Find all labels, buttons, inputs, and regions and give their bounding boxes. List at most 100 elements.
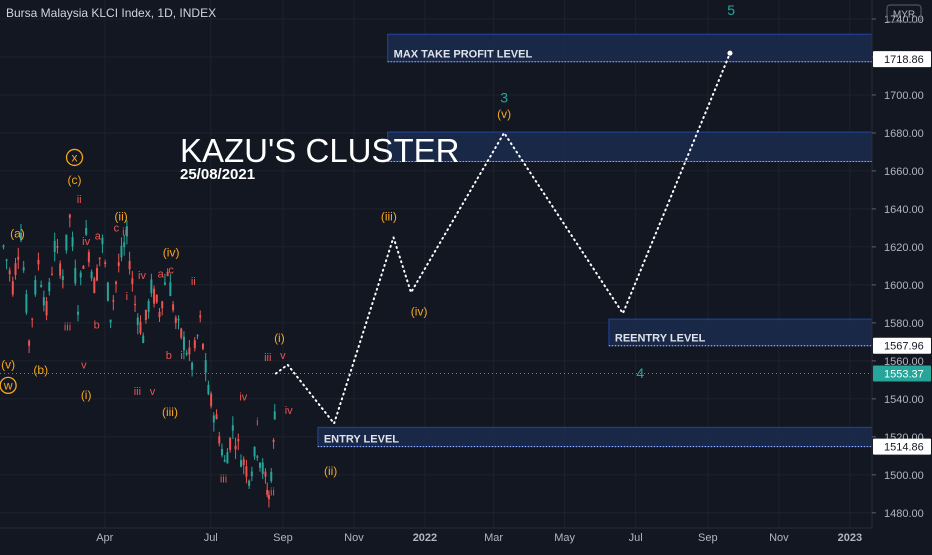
time-tick-label: Sep — [698, 532, 718, 544]
candle-body — [207, 384, 210, 395]
price-tick-label: 1540.00 — [884, 394, 924, 406]
time-axis[interactable]: Apr Jul Sep Nov 2022 Mar May Jul Sep Nov 2023 — [0, 527, 932, 550]
wave-label: x — [72, 150, 78, 164]
price-label-text: 1514.86 — [884, 442, 924, 454]
candle-body — [261, 462, 264, 475]
candle-body — [53, 240, 56, 253]
time-tick-label: Jul — [204, 532, 218, 544]
candle-body — [40, 284, 43, 287]
price-tick-label: 1680.00 — [884, 128, 924, 140]
wave-label: iv — [138, 270, 146, 282]
candle-body — [14, 263, 17, 275]
wave-label-circle — [65, 148, 84, 167]
candle-body — [2, 245, 5, 248]
candle-body — [201, 343, 204, 349]
currency-badge-frame[interactable] — [886, 4, 922, 23]
candle-body — [272, 439, 275, 442]
projection-end-dot — [727, 50, 733, 56]
candle-body — [28, 340, 31, 346]
candle-body — [188, 347, 191, 355]
wave-label: i — [62, 280, 64, 292]
candle-body — [273, 411, 276, 420]
candle-body — [31, 318, 34, 320]
price-axis[interactable]: 1480.001500.001520.001540.001560.001580.… — [871, 0, 932, 550]
candle-body — [112, 300, 115, 302]
time-tick-label: Mar — [484, 532, 503, 544]
wave-label: (i) — [81, 388, 92, 402]
price-label-text: 1553.37 — [884, 368, 924, 380]
wave-label: (i) — [274, 331, 285, 345]
candle-body — [11, 281, 14, 295]
candle-body — [34, 279, 37, 295]
candle-body — [96, 268, 99, 281]
wave-label: (c) — [68, 173, 82, 187]
wave-label: i — [256, 416, 258, 428]
zone-box[interactable] — [387, 131, 873, 162]
candle-body — [218, 436, 221, 444]
projection-path[interactable] — [274, 50, 733, 426]
candle-body — [147, 300, 150, 312]
candle-body — [182, 336, 185, 351]
price-tick-label: 1580.00 — [884, 318, 924, 330]
candle-body — [256, 456, 259, 458]
candle-body — [8, 270, 11, 275]
candle-body — [61, 275, 64, 280]
zone-box[interactable] — [317, 426, 873, 448]
candle-body — [65, 234, 68, 251]
price-label-box[interactable] — [873, 51, 931, 68]
candle-body — [71, 237, 74, 247]
candle-body — [120, 245, 123, 258]
wave-label: iv — [82, 236, 90, 248]
candle-body — [59, 263, 62, 276]
candle-body — [158, 311, 161, 318]
price-tick-label: 1480.00 — [884, 508, 924, 520]
candle-body — [153, 288, 156, 304]
candle-body — [125, 226, 128, 237]
price-tick-label: 1740.00 — [884, 14, 924, 26]
wave-label: c — [114, 223, 120, 235]
candle-body — [139, 321, 142, 334]
candle-body — [19, 232, 22, 241]
price-label-box[interactable] — [873, 365, 931, 382]
zone-box[interactable] — [608, 318, 873, 347]
price-label-box[interactable] — [873, 438, 931, 455]
candle-body — [163, 282, 166, 285]
currency-badge: MYR — [893, 10, 915, 21]
candle-body — [177, 318, 180, 321]
time-tick-label: Apr — [96, 532, 113, 544]
time-tick-label: Nov — [344, 532, 364, 544]
price-tick-label: 1560.00 — [884, 356, 924, 368]
price-label-box[interactable] — [873, 337, 931, 354]
time-tick-label: Sep — [273, 532, 293, 544]
wave-label: (ii) — [114, 209, 127, 223]
candle-body — [264, 471, 267, 477]
candle-body — [51, 273, 54, 275]
wave-label: 5 — [727, 2, 735, 18]
price-tick-label: 1660.00 — [884, 166, 924, 178]
candle-body — [131, 278, 134, 285]
candle-body — [56, 246, 59, 248]
candle-body — [144, 309, 147, 321]
wave-label: v — [150, 386, 156, 398]
candle-body — [45, 301, 48, 316]
wave-label: (v) — [1, 357, 15, 371]
candle-body — [172, 304, 175, 311]
candle-body — [231, 425, 234, 431]
candle-body — [115, 281, 118, 285]
wave-label: a — [158, 268, 165, 280]
candle-body — [229, 437, 232, 450]
wave-label: ii — [191, 276, 196, 288]
candle-body — [239, 460, 242, 467]
wave-label-circle — [0, 376, 17, 395]
wave-label: v — [81, 359, 87, 371]
candle-body — [215, 414, 218, 420]
price-label-text: 1718.86 — [884, 54, 924, 66]
wave-label: (b) — [33, 363, 48, 377]
wave-label: ii — [122, 227, 127, 239]
zone-box[interactable] — [387, 33, 873, 63]
wave-label: c — [168, 264, 174, 276]
price-zones[interactable]: MAX TAKE PROFIT LEVEL REENTRY LEVEL ENTRY … — [317, 33, 873, 448]
